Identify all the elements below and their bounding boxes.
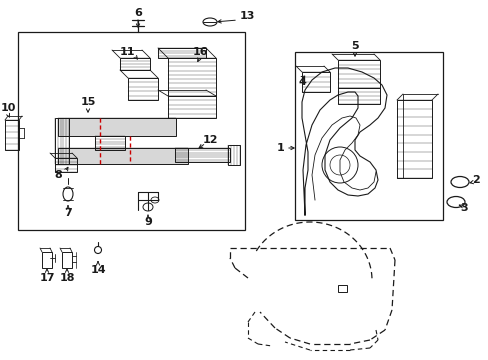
Text: 10: 10: [0, 103, 16, 113]
Text: 6: 6: [134, 8, 142, 18]
Bar: [396, 100, 431, 178]
Text: 7: 7: [64, 208, 72, 218]
Bar: [227, 145, 240, 165]
Bar: [175, 148, 229, 162]
Bar: [128, 78, 158, 100]
Text: 1: 1: [277, 143, 285, 153]
Bar: [120, 58, 150, 70]
Bar: [302, 72, 329, 92]
Bar: [58, 118, 176, 136]
Bar: [58, 148, 187, 164]
Bar: [62, 252, 72, 268]
Text: 3: 3: [459, 203, 467, 213]
Text: 12: 12: [202, 135, 217, 145]
Text: 4: 4: [298, 77, 305, 87]
Bar: [55, 158, 77, 172]
Bar: [55, 118, 69, 164]
Text: 2: 2: [471, 175, 479, 185]
Text: 5: 5: [350, 41, 358, 51]
Bar: [18, 32, 244, 230]
Bar: [337, 60, 379, 88]
Text: 8: 8: [54, 170, 62, 180]
Text: 14: 14: [90, 265, 105, 275]
Text: 15: 15: [80, 97, 96, 107]
Bar: [168, 58, 216, 96]
Bar: [5, 120, 19, 150]
Text: 13: 13: [240, 11, 255, 21]
Text: 11: 11: [119, 47, 135, 57]
Text: 17: 17: [39, 273, 55, 283]
Text: 9: 9: [144, 217, 152, 227]
Text: 16: 16: [192, 47, 207, 57]
Bar: [158, 48, 205, 58]
Bar: [95, 136, 125, 150]
Bar: [337, 88, 379, 104]
Bar: [168, 96, 216, 118]
Bar: [42, 252, 52, 268]
Bar: [337, 285, 346, 292]
Text: 18: 18: [59, 273, 75, 283]
Bar: [294, 52, 442, 220]
